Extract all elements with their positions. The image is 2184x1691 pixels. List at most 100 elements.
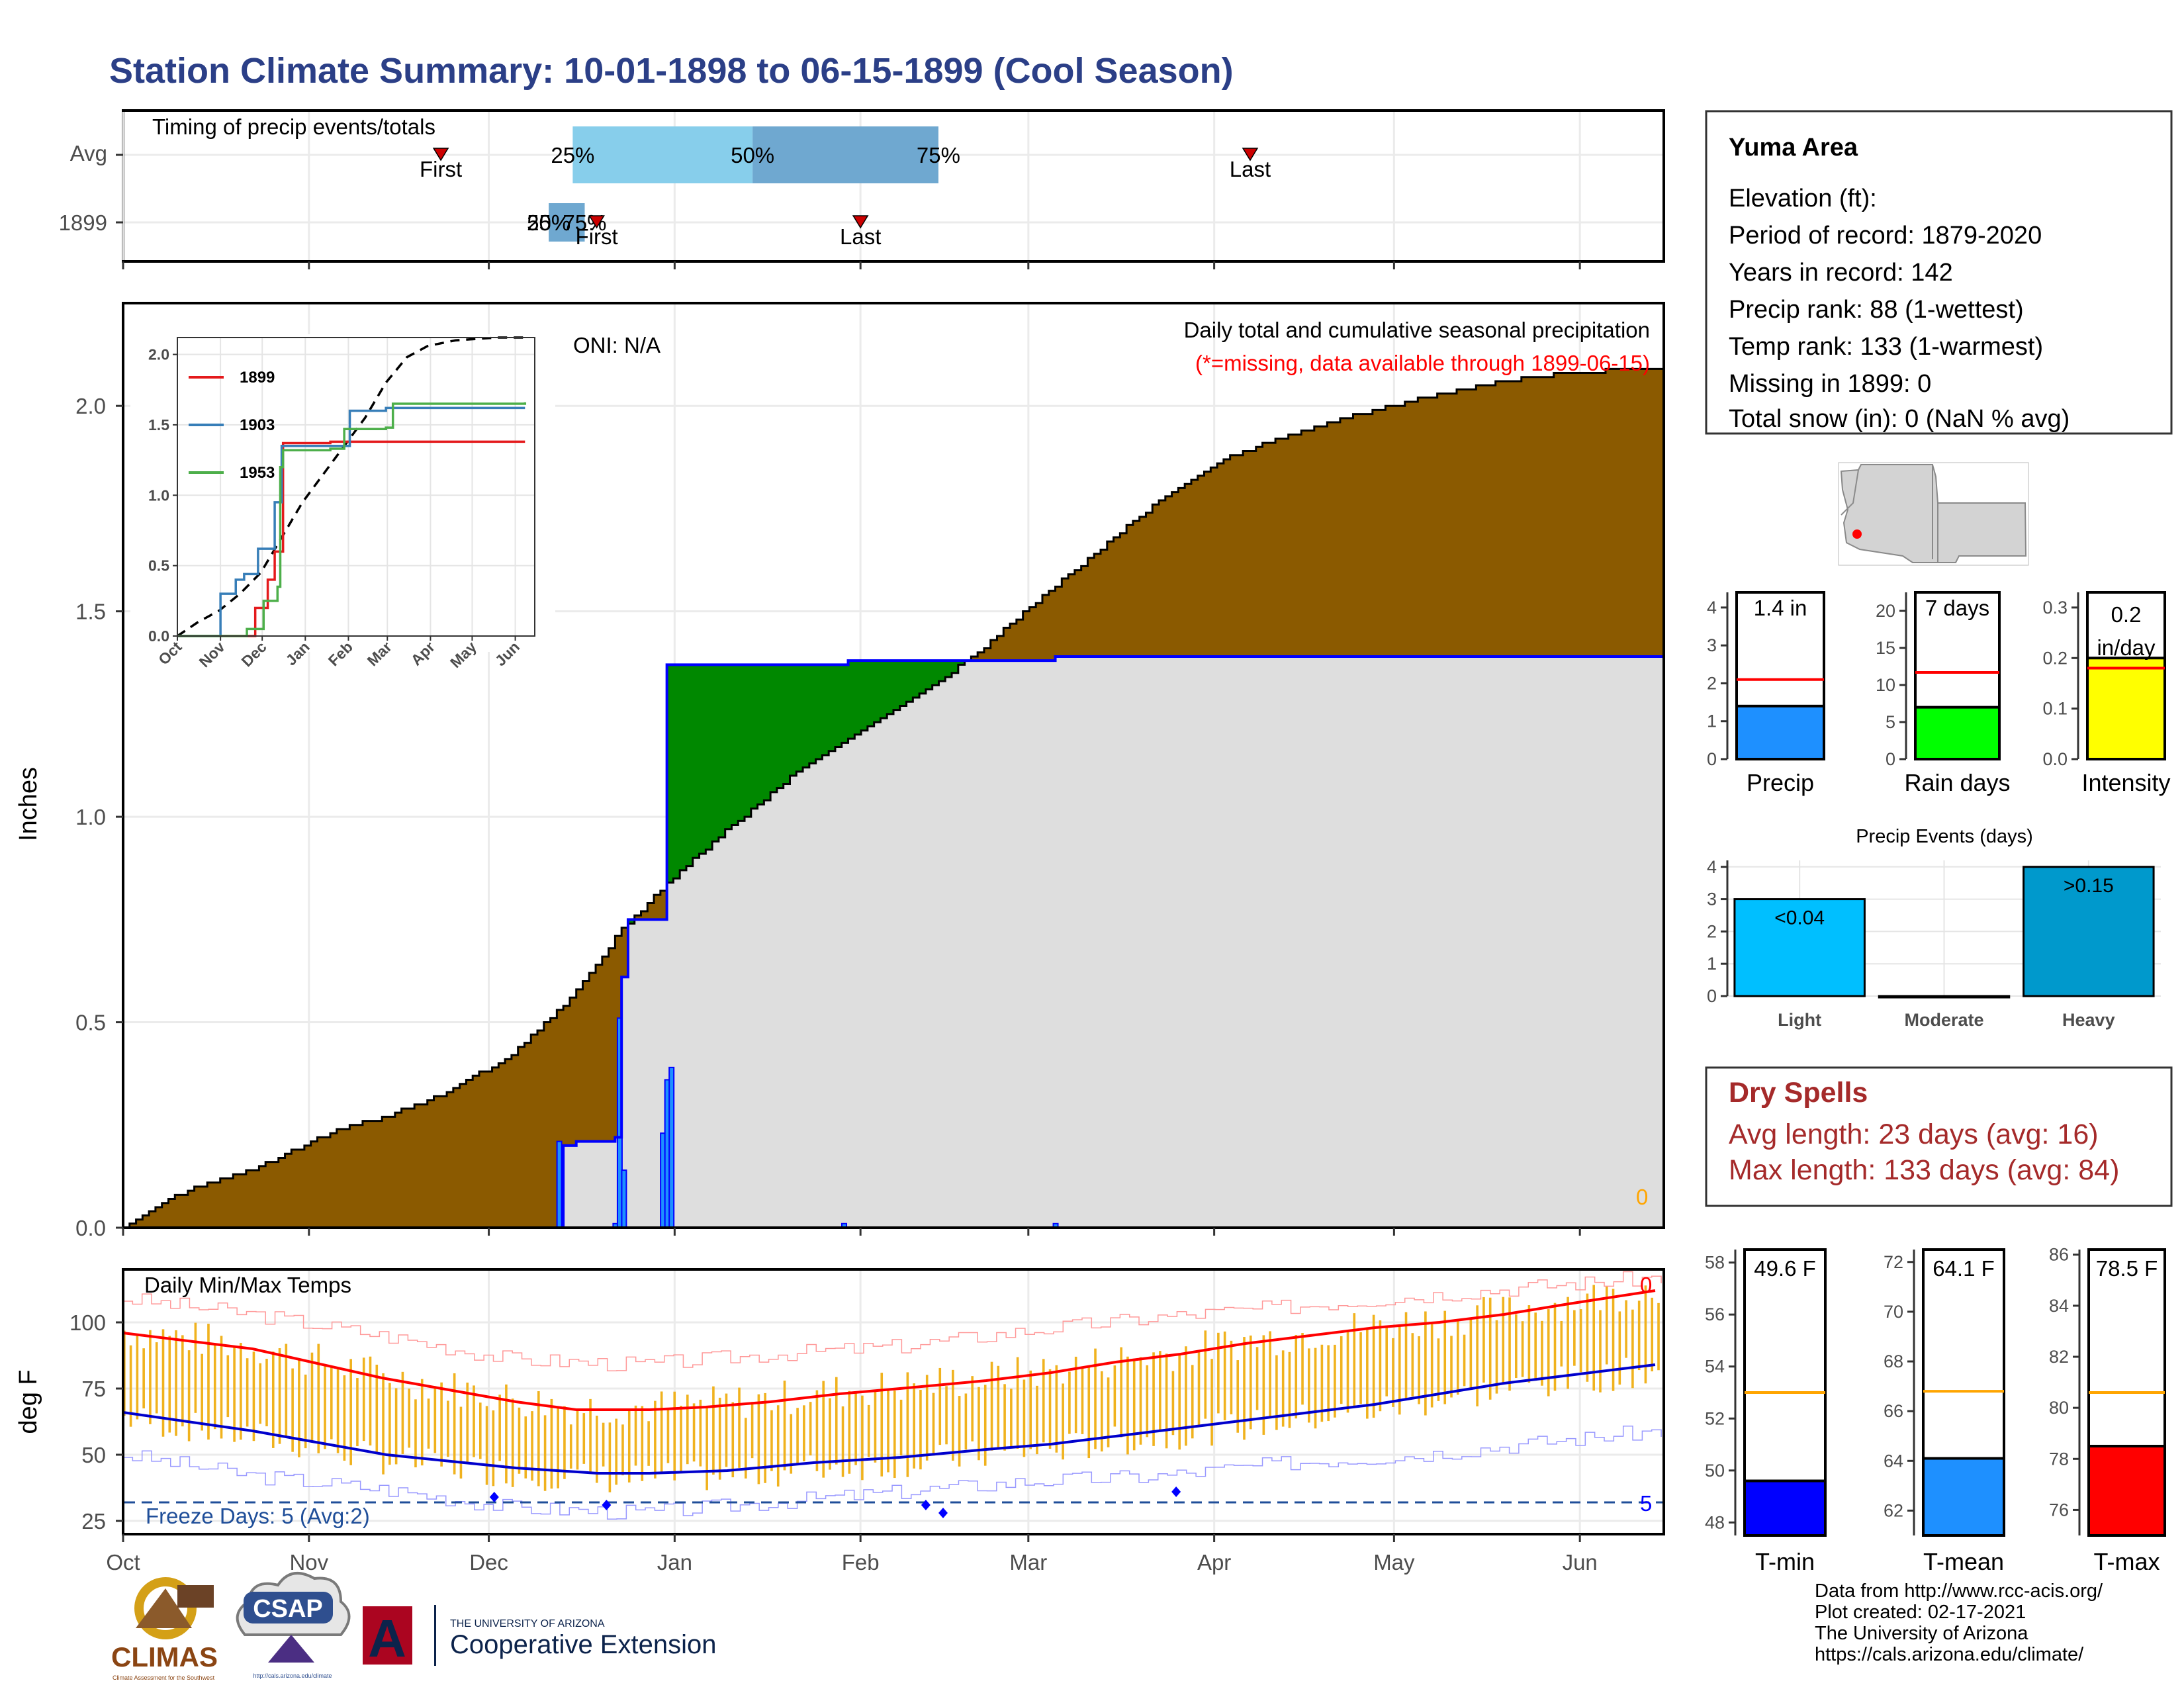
temp-summary-charts: 48 50 52 54 56 58 49.6 F T-min 62 64 66 68 70 72 64.1 … (1705, 1245, 2166, 1575)
daily-temp-bar (1146, 1365, 1149, 1438)
total-category-label: Precip (1747, 769, 1814, 796)
daily-temp-bar (1534, 1312, 1537, 1381)
csap-url: http://cals.arizona.edu/climate (253, 1672, 332, 1679)
freeze-day-marker (1171, 1486, 1181, 1497)
daily-temp-bar (919, 1389, 922, 1470)
daily-temp-bar (1120, 1347, 1122, 1438)
temp-bars (123, 1285, 1660, 1492)
temp-xtick-label: Oct (106, 1550, 140, 1575)
daily-temp-bar (557, 1408, 559, 1488)
ua-divider (434, 1605, 436, 1666)
daily-temp-bar (201, 1353, 203, 1431)
daily-temp-bar (246, 1358, 249, 1427)
daily-temp-bar (660, 1391, 663, 1473)
timing-row-label-avg: Avg (70, 141, 107, 165)
daily-temp-bar (1269, 1331, 1271, 1416)
daily-temp-bar (1592, 1285, 1596, 1391)
events-bar-light (1733, 898, 1866, 997)
daily-temp-bar (751, 1402, 754, 1459)
temp-summary-ytick-label: 64 (1884, 1451, 1903, 1471)
total-ytick-label: 0.2 (2042, 648, 2068, 668)
total-value-label: 1.4 in (1754, 596, 1807, 620)
locator-map (1838, 462, 2029, 566)
avg-max-line (122, 1289, 1656, 1411)
timing-first-label: First (420, 157, 462, 181)
daily-temp-bar (1255, 1347, 1259, 1410)
events-bar-moderate (1878, 995, 2011, 999)
daily-temp-bar (790, 1414, 793, 1474)
precip-panel: 0.0 0.5 1.0 1.5 2.0 Inches Daily total and c… (15, 302, 1665, 1240)
station-precip-rank: Precip rank: 88 (1-wettest) (1729, 296, 2024, 324)
daily-temp-bar (1152, 1352, 1155, 1446)
daily-temp-bar (634, 1405, 637, 1466)
daily-temp-bar (692, 1403, 696, 1462)
daily-temp-bar (1068, 1371, 1071, 1434)
daily-temp-bar (1308, 1348, 1310, 1423)
daily-temp-bar (1185, 1346, 1187, 1446)
daily-temp-bar (1126, 1356, 1129, 1455)
daily-temp-bar (1359, 1332, 1362, 1404)
daily-temp-bar (259, 1363, 262, 1424)
daily-temp-bar (291, 1368, 294, 1452)
daily-temp-bar (666, 1408, 670, 1463)
precip-ytick-label: 0.5 (75, 1011, 106, 1035)
daily-temp-bar (1657, 1303, 1660, 1371)
daily-temp-bar (1398, 1326, 1401, 1415)
freeze-day-marker (602, 1500, 612, 1510)
daily-temp-bar (168, 1336, 171, 1433)
inset-ytick-label: 1.5 (148, 416, 169, 434)
daily-temp-bar (803, 1405, 805, 1461)
daily-temp-bar (1508, 1297, 1511, 1391)
map-states (1840, 464, 2027, 563)
record-max-line (123, 1271, 1662, 1372)
daily-temp-bar (1482, 1297, 1485, 1383)
daily-temp-bar (569, 1424, 572, 1469)
total-bar-value (2086, 657, 2166, 760)
daily-temp-bar (1573, 1310, 1576, 1366)
timing-last-marker (852, 215, 869, 229)
daily-temp-bar (207, 1324, 210, 1440)
precip-events-title: Precip Events (days) (1856, 826, 2033, 847)
temp-ytick-label: 25 (81, 1509, 106, 1533)
daily-temp-bar (459, 1406, 463, 1479)
daily-temp-bar (1644, 1285, 1647, 1384)
daily-temp-bar (447, 1400, 449, 1457)
inset-series-1953 (177, 402, 527, 637)
timing-first-label: First (576, 224, 618, 249)
precip-ytick-label: 0.0 (75, 1216, 106, 1240)
temp-xtick-label: Nov (289, 1550, 328, 1575)
daily-temp-bar (602, 1422, 605, 1467)
daily-temp-bar (621, 1424, 624, 1476)
daily-temp-bar (473, 1385, 475, 1457)
daily-temp-bar (1424, 1311, 1427, 1416)
daily-temp-bar (647, 1421, 650, 1466)
daily-temp-bar (1288, 1351, 1291, 1428)
daily-temp-bar (310, 1352, 314, 1442)
temp-lines (122, 1271, 1662, 1520)
precip-ytick-label: 1.5 (75, 600, 106, 624)
daily-temp-bar (478, 1402, 482, 1459)
temp-summary-ytick-label: 78 (2049, 1449, 2069, 1469)
total-chart-precip: 0 1 2 3 4 1.4 in Precip (1707, 591, 1825, 796)
footer-line-3: The University of Arizona (1815, 1623, 2028, 1644)
temp-ytick-label: 100 (69, 1310, 106, 1335)
precip-ytick-label: 2.0 (75, 394, 106, 418)
daily-temp-bar (1010, 1389, 1013, 1447)
total-ytick-label: 0.3 (2042, 598, 2068, 617)
daily-temp-bar (770, 1410, 773, 1471)
station-info-frame (1705, 110, 2173, 435)
temp-summary-category-label: T-mean (1923, 1548, 2004, 1575)
temp-summary-value-label: 49.6 F (1754, 1256, 1816, 1281)
daily-temp-bar (1476, 1305, 1479, 1406)
daily-temp-bar (841, 1406, 844, 1477)
dry-spells-avg: Avg length: 23 days (avg: 16) (1729, 1119, 2099, 1150)
temp-summary-ytick-label: 84 (2049, 1296, 2069, 1316)
inset-ytick-label: 1.0 (148, 486, 169, 504)
daily-temp-bar (401, 1371, 404, 1454)
daily-temp-bar (1217, 1332, 1220, 1414)
daily-temp-bar (142, 1348, 145, 1409)
daily-temp-bar (1411, 1333, 1414, 1396)
